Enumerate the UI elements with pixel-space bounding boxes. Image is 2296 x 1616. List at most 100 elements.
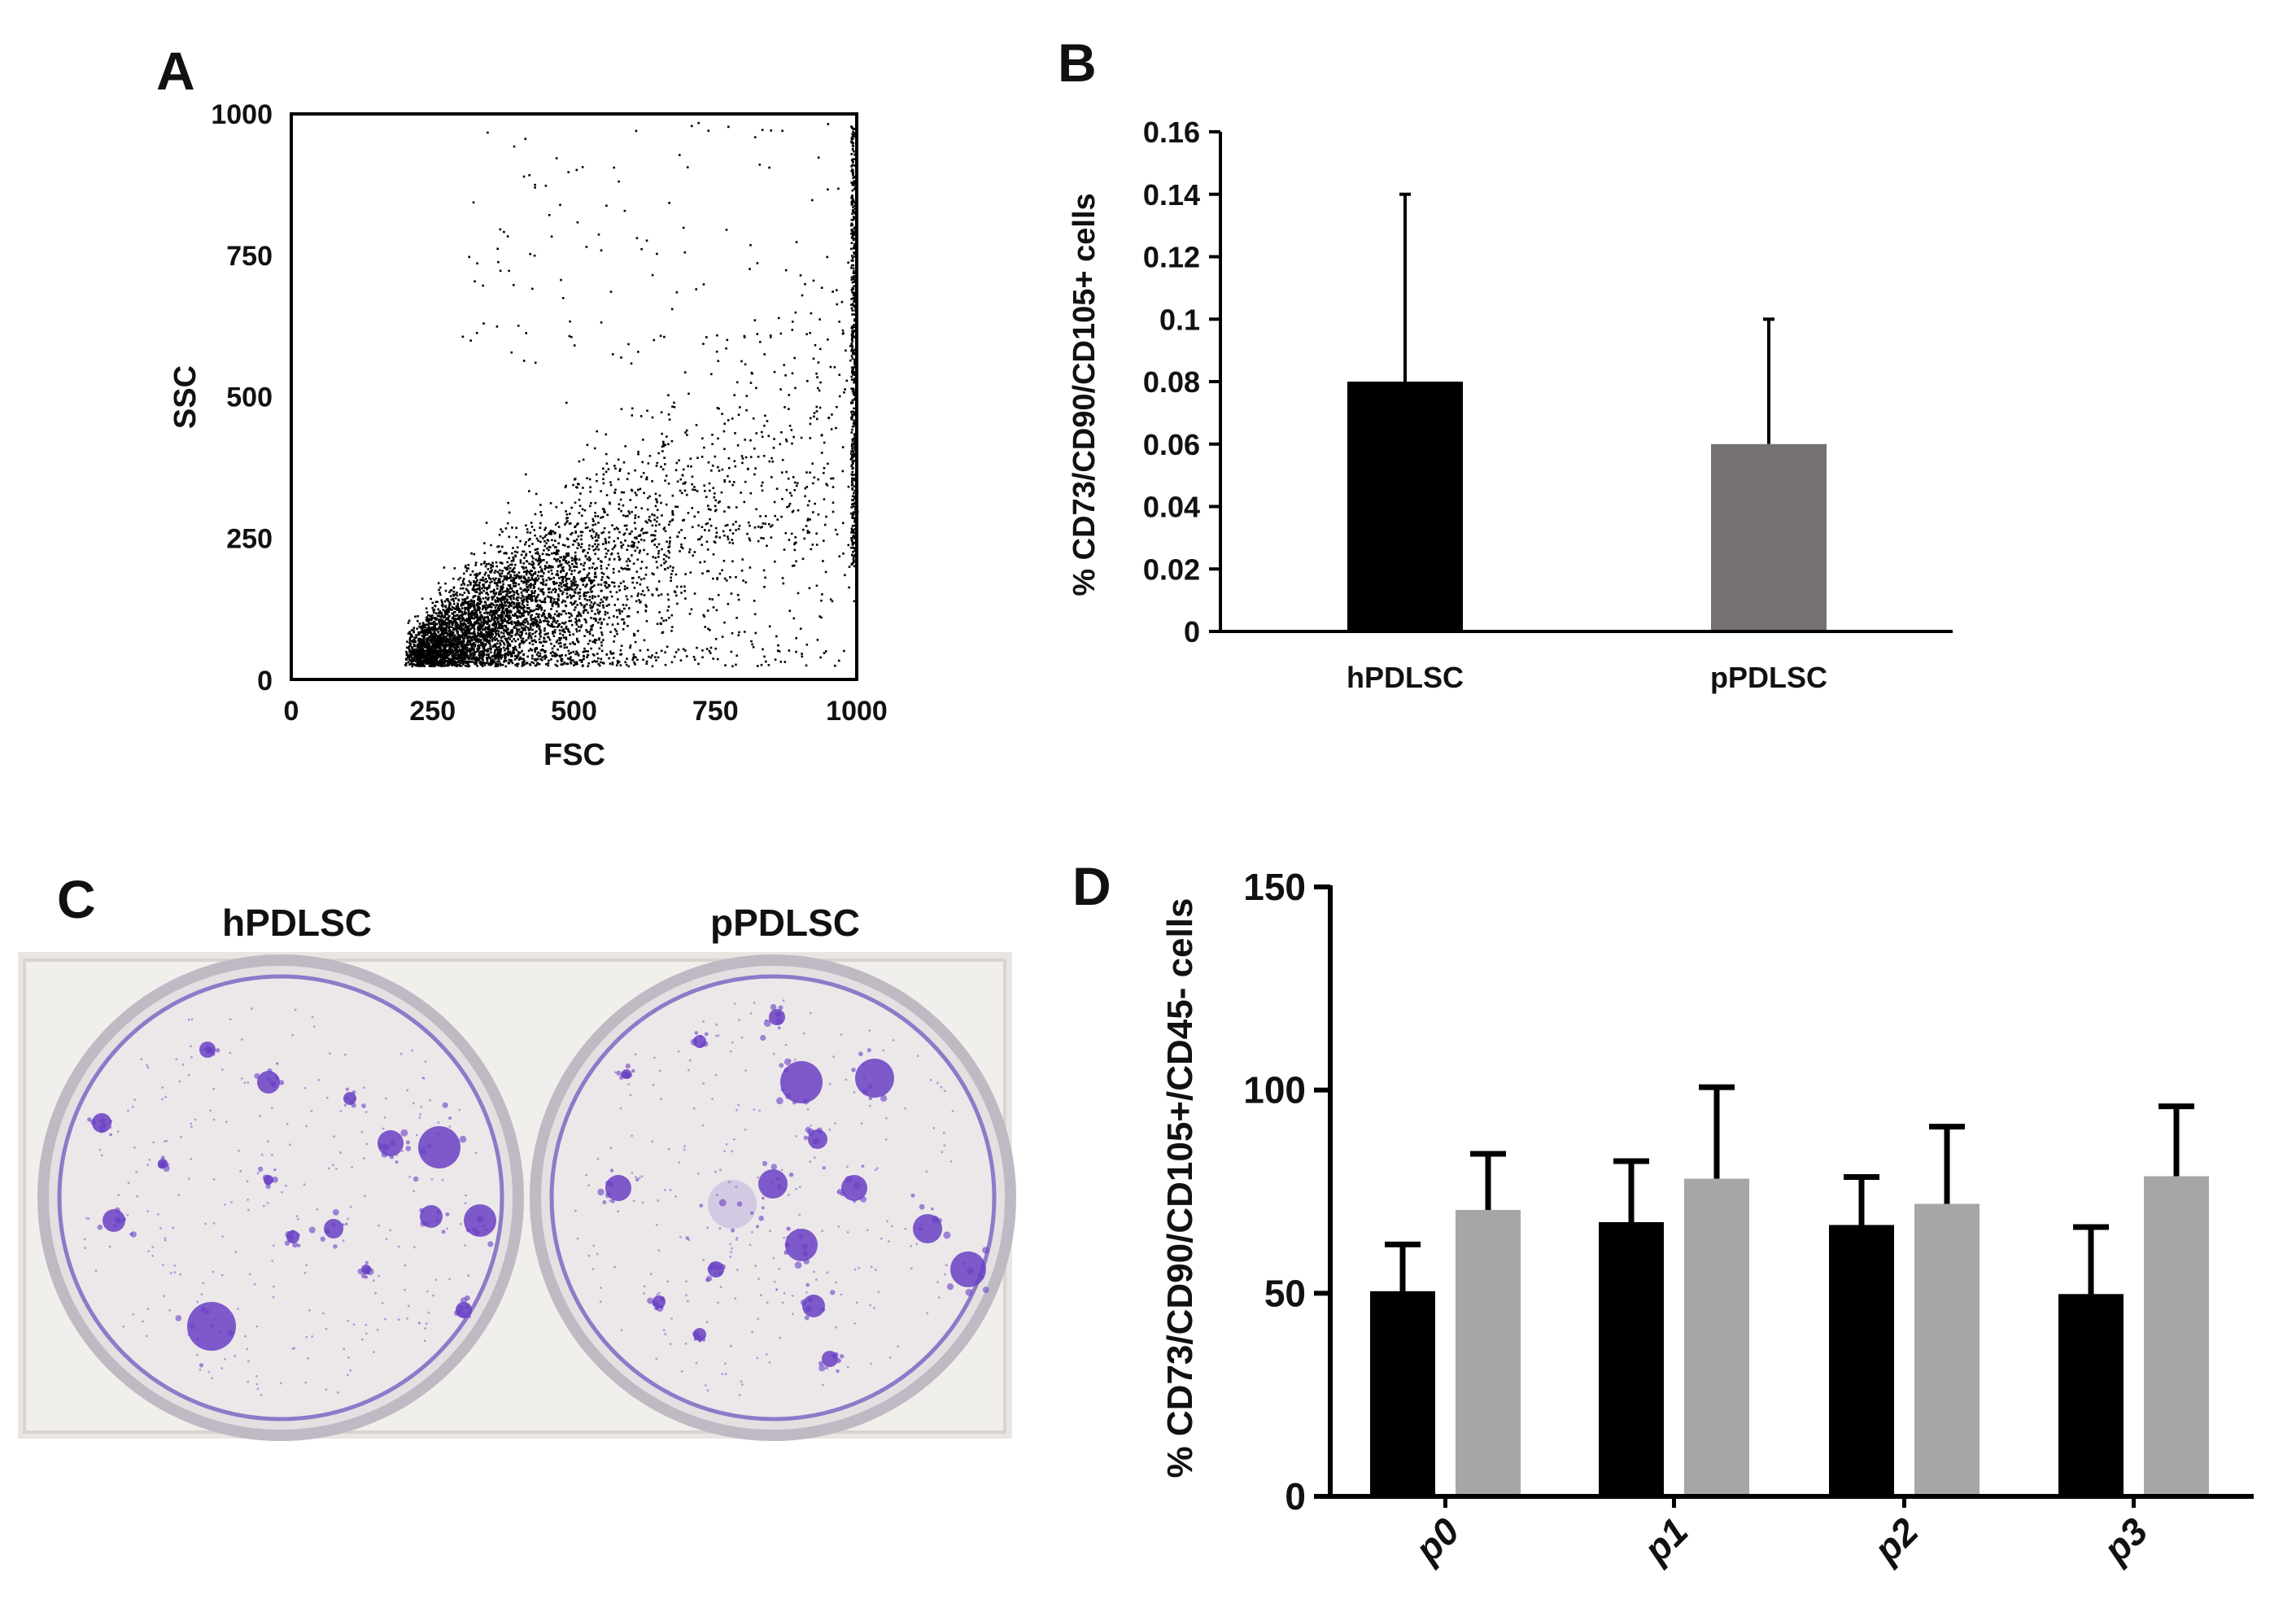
scatter-point [522, 601, 524, 604]
scatter-point [613, 465, 616, 467]
scatter-point [662, 444, 666, 448]
scatter-point [441, 662, 443, 664]
scatter-point [540, 609, 543, 611]
scatter-point [436, 614, 439, 618]
scatter-point [467, 619, 469, 622]
scatter-point [604, 538, 607, 540]
scatter-point [462, 644, 465, 646]
scatter-point [565, 654, 567, 657]
scatter-point [596, 566, 598, 570]
scatter-point [539, 535, 542, 538]
scatter-point [417, 660, 421, 662]
scatter-point [527, 637, 530, 640]
scatter-point [501, 591, 504, 593]
scatter-point [501, 635, 504, 638]
scatter-point [448, 661, 452, 663]
scatter-point [411, 665, 414, 668]
scatter-point [413, 659, 416, 662]
scatter-point [460, 605, 463, 607]
scatter-point [468, 592, 470, 595]
scatter-point [570, 506, 573, 509]
scatter-point [515, 598, 518, 601]
scatter-point [635, 582, 639, 584]
scatter-point [515, 627, 517, 630]
scatter-point [556, 665, 559, 667]
scatter-point [620, 491, 623, 494]
scatter-point [444, 582, 447, 585]
scatter-point [502, 641, 505, 644]
scatter-point [486, 588, 488, 591]
scatter-point [666, 566, 670, 570]
scatter-point [606, 513, 609, 517]
scatter-point [535, 492, 538, 496]
scatter-point [487, 620, 490, 622]
scatter-point [535, 605, 539, 608]
scatter-point [421, 655, 423, 658]
scatter-point [494, 649, 497, 651]
scatter-point [486, 640, 488, 643]
scatter-point [688, 613, 692, 615]
scatter-point [817, 478, 819, 481]
scatter-point [408, 649, 411, 652]
scatter-point [672, 566, 674, 569]
scatter-point [434, 647, 437, 650]
scatter-point [474, 574, 476, 576]
scatter-point [503, 612, 505, 615]
scatter-point [539, 599, 541, 602]
scatter-point [561, 578, 565, 581]
scatter-point [625, 524, 628, 527]
scatter-point [495, 629, 498, 632]
scatter-point [636, 595, 639, 597]
scatter-point [653, 518, 656, 521]
scatter-point [731, 539, 734, 541]
scatter-point [547, 662, 550, 665]
scatter-point [561, 601, 564, 604]
scatter-point [447, 632, 450, 635]
scatter-point [466, 625, 469, 628]
scatter-point [602, 606, 605, 609]
scatter-point [780, 471, 784, 474]
scatter-point [404, 663, 407, 666]
scatter-point [467, 609, 469, 611]
scatter-point [600, 579, 603, 581]
scatter-point [439, 644, 441, 648]
scatter-point [507, 636, 510, 640]
scatter-point [716, 578, 718, 581]
scatter-point [565, 484, 567, 487]
scatter-point [574, 663, 578, 666]
scatter-point [741, 461, 744, 465]
scatter-point [506, 587, 509, 590]
scatter-point [461, 598, 464, 601]
scatter-point [668, 542, 671, 545]
scatter-point [797, 482, 799, 485]
scatter-point [414, 636, 417, 639]
scatter-point [755, 432, 758, 435]
scatter-point [473, 583, 476, 587]
scatter-point [634, 517, 636, 519]
scatter-point [620, 644, 623, 647]
scatter-point [452, 590, 456, 593]
scatter-point [576, 615, 578, 618]
scatter-point [565, 636, 568, 639]
scatter-point [430, 618, 433, 621]
scatter-point [491, 603, 494, 605]
scatter-point [722, 430, 726, 433]
scatter-point [479, 632, 482, 635]
scatter-point [448, 641, 451, 644]
scatter-point [561, 544, 565, 546]
scatter-point [823, 652, 826, 654]
scatter-point [408, 645, 411, 648]
scatter-point [764, 414, 766, 417]
scatter-point [482, 561, 486, 565]
scatter-point [501, 604, 504, 606]
scatter-point [605, 582, 608, 584]
scatter-point [605, 587, 608, 589]
scatter-point [687, 392, 690, 395]
scatter-point [805, 525, 808, 527]
scatter-point [507, 622, 510, 625]
scatter-point [577, 542, 580, 545]
scatter-point [474, 576, 478, 579]
scatter-point [575, 619, 578, 622]
scatter-point [640, 593, 643, 596]
scatter-point [583, 647, 586, 650]
